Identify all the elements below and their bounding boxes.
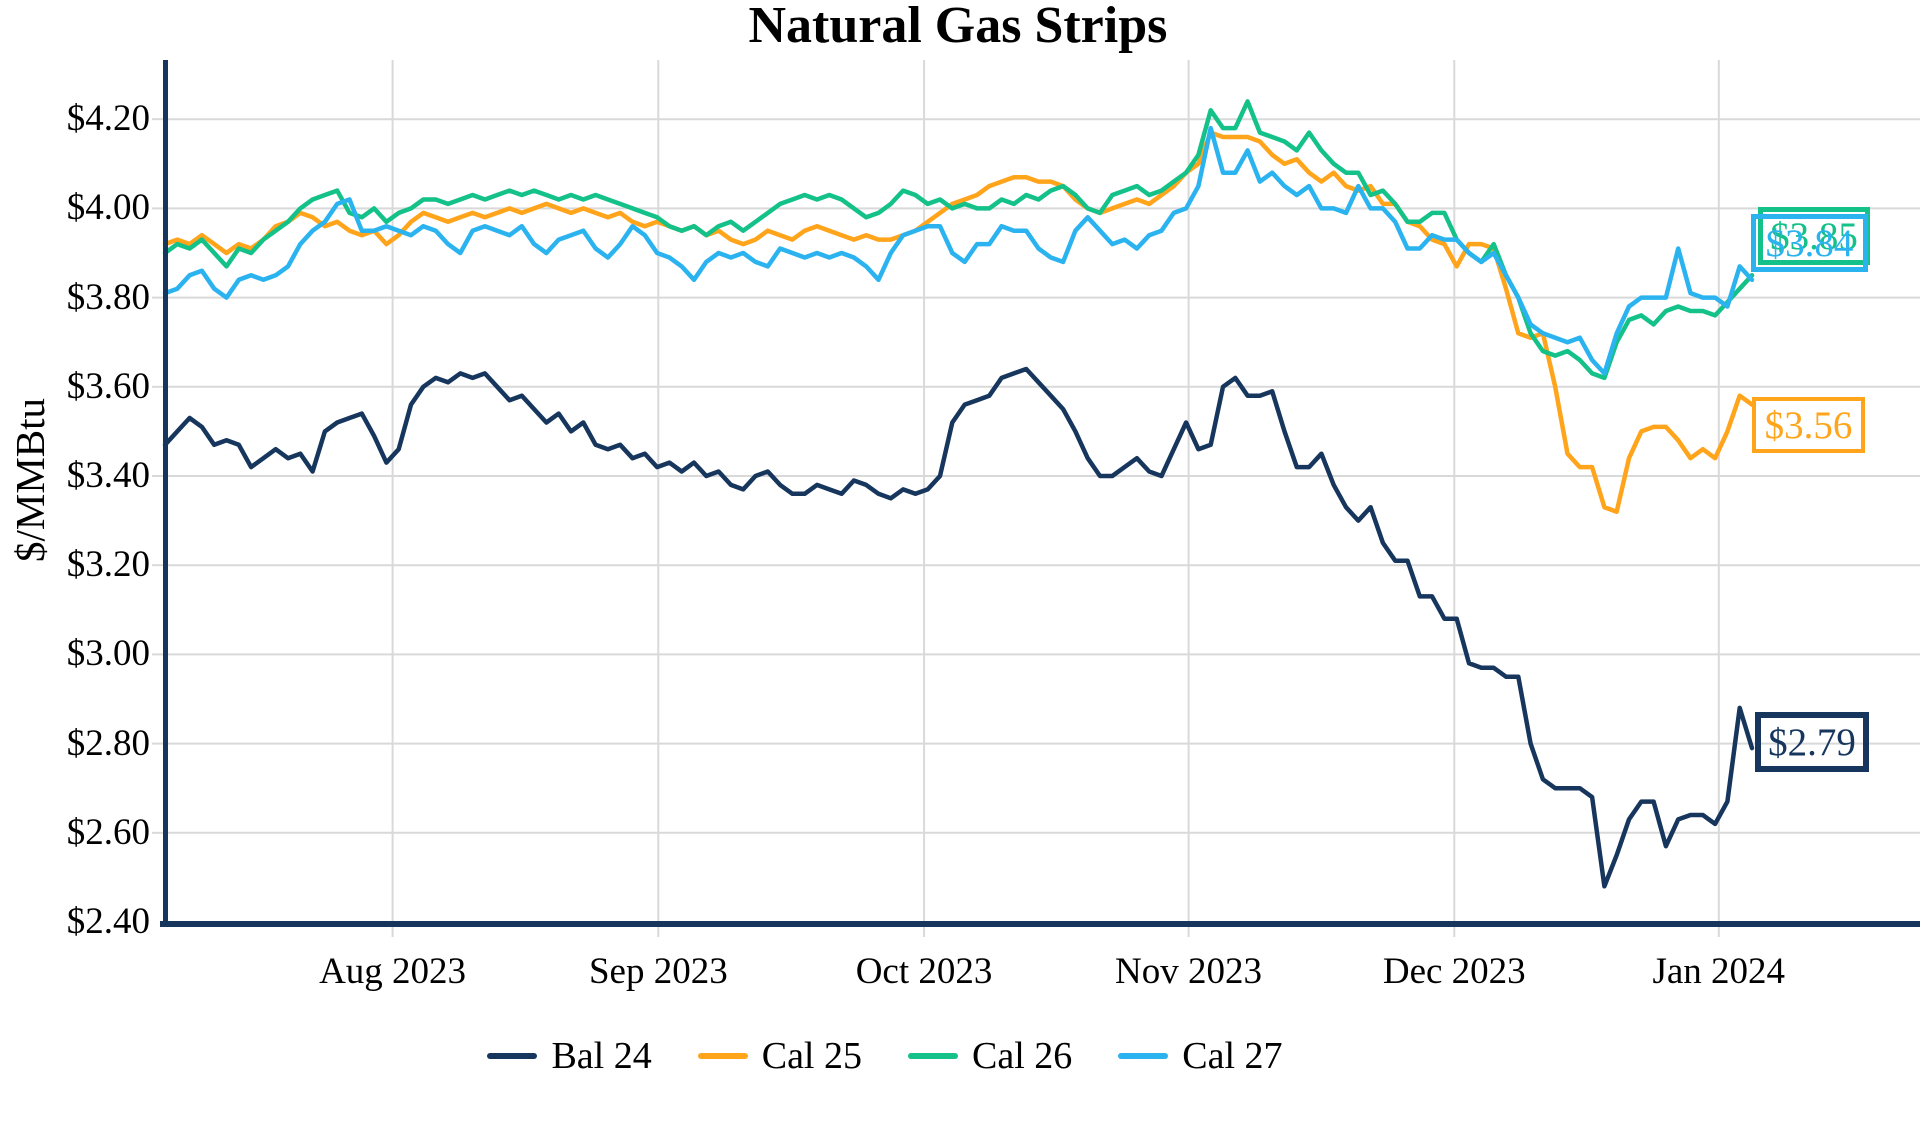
x-tick-label: Jan 2024 [1652,951,1786,992]
x-tick-label: Nov 2023 [1115,951,1263,992]
legend-item-cal-26: Cal 26 [908,1032,1072,1080]
series-line-cal-27 [162,125,1755,376]
series-line-cal-25 [162,130,1755,514]
y-tick-label: $2.80 [66,722,150,764]
y-tick-label: $3.00 [66,633,150,675]
y-tick-label: $3.40 [66,455,150,496]
y-tick-label: $2.60 [66,811,150,853]
series-line-cal-26 [162,99,1755,381]
y-tick-label: $4.00 [66,187,150,229]
y-tick-label: $3.80 [66,276,150,318]
legend-item-label: Cal 25 [761,1035,862,1077]
legend-line-swatch [697,1053,748,1059]
end-label-bal-24: $2.79 [1755,712,1869,772]
legend-line-swatch [1118,1053,1169,1059]
legend-item-label: Bal 24 [551,1035,652,1077]
legend-line-swatch [908,1053,958,1059]
x-tick-label: Oct 2023 [855,951,993,992]
legend: Bal 24 Cal 25 Cal 26 Cal 27 [0,1032,1770,1080]
end-label-cal-27: $3.84 [1751,214,1868,272]
x-tick-label: Aug 2023 [319,951,467,992]
y-tick-label: $2.40 [66,901,150,942]
x-tick-label: Sep 2023 [588,951,728,992]
y-tick-label: $4.20 [66,98,150,140]
y-tick-label: $3.20 [66,544,150,586]
legend-line-swatch [487,1053,538,1059]
legend-item-cal-25: Cal 25 [697,1032,862,1080]
chart-title: Natural Gas Strips [748,0,1168,54]
legend-item-cal-27: Cal 27 [1118,1032,1283,1080]
end-label-cal-25: $3.56 [1752,397,1865,453]
y-tick-label: $3.60 [66,365,150,407]
legend-item-bal-24: Bal 24 [487,1032,652,1080]
series-line-bal-24 [162,366,1755,889]
legend-item-label: Cal 27 [1182,1035,1283,1077]
legend-item-label: Cal 26 [972,1035,1073,1077]
x-tick-label: Dec 2023 [1382,951,1526,992]
